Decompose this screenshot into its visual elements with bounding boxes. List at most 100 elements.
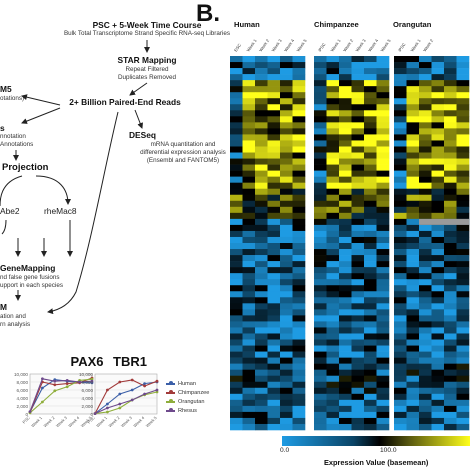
heatmap-cell bbox=[431, 249, 445, 256]
heatmap-cell bbox=[376, 86, 390, 93]
column-label: Week 2 bbox=[422, 38, 435, 53]
heatmap-cell bbox=[406, 206, 420, 214]
heatmap-cells bbox=[230, 56, 470, 431]
heatmap-cell bbox=[364, 273, 377, 280]
heatmap-cell bbox=[267, 86, 281, 93]
y-tick-label: 10,000 bbox=[14, 372, 28, 377]
heatmap-cell bbox=[326, 116, 340, 123]
heatmap-cell bbox=[230, 188, 243, 196]
heatmap-cell bbox=[255, 218, 268, 226]
data-point bbox=[118, 392, 122, 396]
x-tick-label: Week 3 bbox=[55, 415, 69, 429]
heatmap-cell bbox=[255, 170, 268, 177]
data-point bbox=[65, 382, 69, 385]
heatmap-cell bbox=[456, 351, 470, 358]
heatmap-cell bbox=[419, 206, 432, 214]
heatmap-cell bbox=[267, 134, 281, 141]
heatmap-cell bbox=[376, 333, 390, 340]
heatmap-cell bbox=[394, 86, 407, 93]
heatmap-cell bbox=[326, 158, 340, 165]
legend-orangutan-swatch bbox=[166, 399, 175, 403]
flow-deseq-line3: (Ensembl and FANTOM5) bbox=[146, 157, 220, 164]
heatmap-cell bbox=[267, 417, 281, 425]
heatmap-cell bbox=[255, 267, 268, 274]
heatmap-cell bbox=[230, 200, 243, 208]
heatmap-cell bbox=[326, 224, 340, 232]
heatmap-cell bbox=[255, 393, 268, 401]
heatmap-cell bbox=[456, 315, 470, 322]
heatmap-cell bbox=[267, 339, 281, 346]
heatmap-cell bbox=[394, 267, 407, 274]
heatmap-cell bbox=[255, 152, 268, 159]
heatmap-cell bbox=[280, 140, 293, 147]
heatmap-cell bbox=[242, 80, 256, 87]
heatmap-cell bbox=[267, 98, 281, 105]
heatmap-cell bbox=[394, 321, 407, 328]
heatmap-cell bbox=[326, 206, 340, 214]
heatmap-cell bbox=[406, 92, 420, 99]
heatmap-cell bbox=[431, 152, 445, 159]
heatmap-cell bbox=[314, 182, 327, 190]
heatmap-cell bbox=[419, 158, 432, 165]
heatmap-cell bbox=[326, 68, 340, 75]
heatmap-cell bbox=[431, 104, 445, 111]
heatmap-cell bbox=[394, 309, 407, 316]
flow-genemapping-line1: nd false gene fusions bbox=[0, 274, 60, 281]
heatmap-cell bbox=[280, 303, 293, 310]
heatmap-cell bbox=[431, 309, 445, 316]
heatmap-cell bbox=[364, 255, 377, 262]
heatmap-cell bbox=[339, 369, 352, 377]
heatmap-cell bbox=[364, 345, 377, 352]
heatmap-cell bbox=[351, 122, 365, 129]
heatmap-cell bbox=[364, 68, 377, 75]
heatmap-cell bbox=[314, 375, 327, 383]
heatmap-cell bbox=[456, 375, 470, 383]
heatmap-cell bbox=[230, 345, 243, 352]
heatmap-cell bbox=[376, 140, 390, 147]
heatmap-cell bbox=[314, 369, 327, 377]
heatmap-cell bbox=[255, 243, 268, 250]
heatmap-cell bbox=[230, 56, 243, 63]
data-point bbox=[78, 380, 81, 384]
heatmap-cell bbox=[364, 212, 377, 220]
heatmap-cell bbox=[376, 230, 390, 238]
heatmap-cell bbox=[292, 303, 306, 310]
heatmap-cell bbox=[339, 423, 352, 431]
heatmap-cell bbox=[280, 381, 293, 389]
heatmap-cell bbox=[394, 194, 407, 202]
heatmap-cell bbox=[419, 249, 432, 256]
heatmap-cell bbox=[431, 98, 445, 105]
heatmap-cell bbox=[255, 297, 268, 304]
heatmap-cell bbox=[326, 315, 340, 322]
heatmap-cell bbox=[242, 164, 256, 171]
heatmap-cell bbox=[419, 405, 432, 413]
heatmap-cell bbox=[230, 170, 243, 177]
flow-rhemac8: rheMac8 bbox=[44, 206, 77, 216]
heatmap-cell bbox=[406, 134, 420, 141]
x-tick-label: PSC bbox=[86, 415, 95, 424]
heatmap-cell bbox=[230, 327, 243, 334]
heatmap-cell bbox=[339, 74, 352, 81]
heatmap-cell bbox=[351, 375, 365, 383]
data-point bbox=[143, 392, 147, 396]
heatmap-cell bbox=[280, 363, 293, 370]
heatmap-cell bbox=[376, 182, 390, 190]
heatmap-cell bbox=[280, 243, 293, 250]
legend-chimpanzee-swatch bbox=[166, 390, 175, 394]
heatmap-cell bbox=[280, 218, 293, 226]
heatmap-cell bbox=[230, 68, 243, 75]
heatmap-cell bbox=[394, 74, 407, 81]
heatmap-cell bbox=[292, 230, 306, 238]
heatmap-cell bbox=[339, 200, 352, 208]
data-point bbox=[53, 379, 57, 383]
x-tick-label: Week 2 bbox=[42, 415, 56, 429]
heatmap-cell bbox=[230, 62, 243, 69]
column-label: iPSC bbox=[397, 42, 407, 53]
heatmap-cell bbox=[394, 363, 407, 370]
heatmap-cell bbox=[419, 134, 432, 141]
heatmap-cell bbox=[267, 62, 281, 69]
heatmap-cell bbox=[292, 309, 306, 316]
heatmap-cell bbox=[431, 423, 445, 431]
heatmap-cell bbox=[314, 218, 327, 226]
heatmap-cell bbox=[230, 74, 243, 81]
